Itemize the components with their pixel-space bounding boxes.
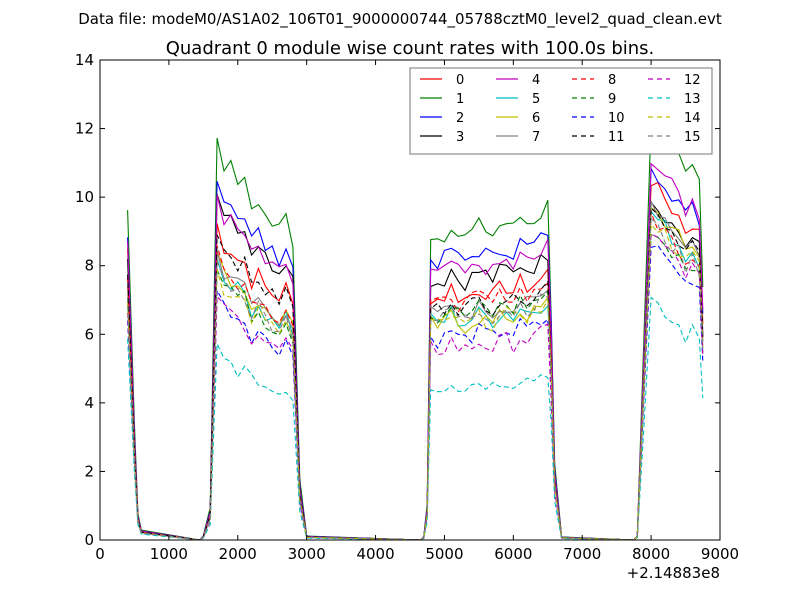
y-tick-label: 12 [75, 120, 94, 138]
x-axis-offset-label: +2.14883e8 [627, 564, 720, 582]
legend-label-0: 0 [456, 73, 464, 88]
series-line-10 [127, 244, 704, 540]
x-tick-label: 0 [95, 545, 105, 563]
legend-label-13: 13 [684, 92, 701, 107]
series-line-15 [127, 217, 704, 540]
legend-label-14: 14 [684, 111, 701, 126]
series-line-4 [127, 162, 704, 540]
legend-label-4: 4 [532, 73, 540, 88]
x-tick-label: 9000 [701, 545, 739, 563]
y-tick-label: 10 [75, 188, 94, 206]
legend-label-8: 8 [608, 73, 616, 88]
plot-frame [99, 59, 721, 541]
legend-label-2: 2 [456, 111, 464, 126]
legend-label-6: 6 [532, 111, 540, 126]
legend-label-3: 3 [456, 130, 464, 145]
x-tick-label: 7000 [563, 545, 601, 563]
y-tick-label: 14 [75, 51, 94, 69]
series-line-14 [127, 223, 704, 540]
series-lines [127, 121, 704, 540]
y-tick-label: 6 [84, 325, 94, 343]
legend-label-10: 10 [608, 111, 625, 126]
legend-label-11: 11 [608, 130, 625, 145]
y-tick-label: 4 [84, 394, 94, 412]
legend-label-15: 15 [684, 130, 701, 145]
x-tick-label: 2000 [219, 545, 257, 563]
legend-label-9: 9 [608, 92, 616, 107]
x-tick-label: 1000 [150, 545, 188, 563]
y-tick-label: 2 [84, 462, 94, 480]
y-tick-label: 8 [84, 257, 94, 275]
data-file-suptitle: Data file: modeM0/AS1A02_106T01_90000007… [78, 10, 722, 29]
x-tick-label: 5000 [425, 545, 463, 563]
x-tick-label: 6000 [494, 545, 532, 563]
axis-ticks: 0 1000 2000 3000 4000 5000 6000 7000 8000 9000 0 2 4… [75, 51, 739, 563]
x-tick-label: 3000 [288, 545, 326, 563]
x-tick-label: 4000 [356, 545, 394, 563]
legend-label-7: 7 [532, 130, 540, 145]
chart-title: Quadrant 0 module wise count rates with … [166, 38, 655, 59]
legend-box [409, 67, 713, 155]
legend-label-12: 12 [684, 73, 701, 88]
legend-label-5: 5 [532, 92, 540, 107]
legend-label-1: 1 [456, 92, 464, 107]
y-tick-label: 0 [84, 531, 94, 549]
series-line-13 [127, 296, 704, 540]
x-tick-label: 8000 [632, 545, 670, 563]
